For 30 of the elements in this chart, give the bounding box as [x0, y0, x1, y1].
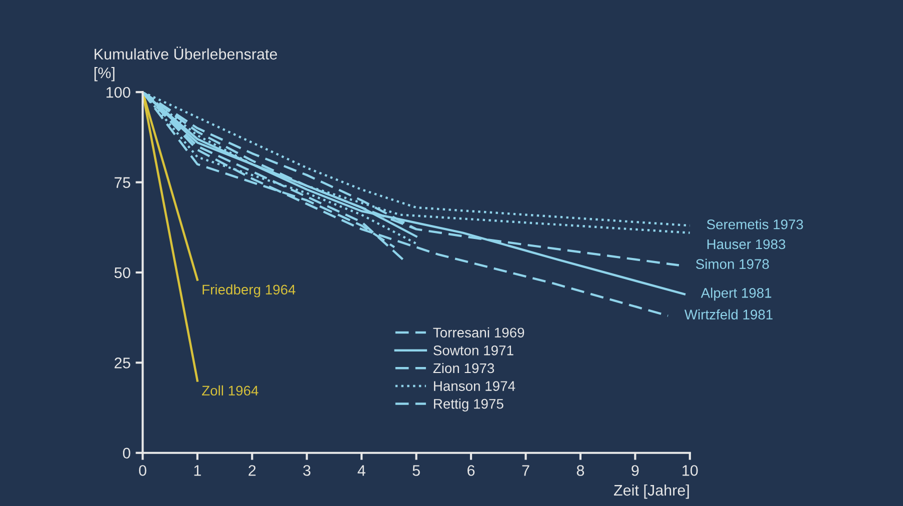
series-label: Simon 1978	[696, 258, 769, 269]
y-tick-label: 0	[122, 448, 130, 459]
series-label: Seremetis 1973	[706, 219, 803, 230]
series-label: Alpert 1981	[700, 288, 772, 301]
legend-label: Hanson 1974	[434, 381, 516, 391]
legend-label: Torresani 1969	[433, 327, 524, 338]
y-tick-label: 75	[114, 177, 130, 188]
series-label: Hauser 1983	[707, 239, 786, 250]
series-label: Friedberg 1964	[202, 284, 296, 298]
legend-label: Rettig 1975	[434, 398, 504, 412]
y-tick-label: 100	[106, 86, 130, 98]
x-tick-label: 9	[632, 465, 639, 476]
x-tick-label: 0	[139, 465, 146, 476]
x-tick-label: 8	[576, 465, 584, 476]
legend-label: Zion 1973	[433, 362, 494, 374]
x-tick-label: 2	[248, 465, 256, 476]
x-tick-label: 3	[303, 465, 310, 476]
series-label: Zoll 1964	[202, 385, 258, 396]
x-tick-label: 5	[412, 465, 420, 476]
y-axis-title: Kumulative Überlebensrate [%]	[94, 46, 278, 82]
x-tick-label: 10	[682, 465, 698, 476]
legend-label: Sowton 1971	[434, 346, 514, 356]
series-label: Wirtzfeld 1981	[684, 309, 773, 320]
y-tick-label: 50	[114, 267, 130, 278]
y-tick-label: 25	[114, 358, 130, 368]
x-tick-label: 4	[358, 465, 366, 476]
x-tick-label: 1	[194, 465, 201, 476]
x-axis-title: Zeit [Jahre]	[614, 484, 689, 499]
x-tick-label: 6	[468, 465, 475, 476]
x-tick-label: 7	[522, 465, 530, 476]
